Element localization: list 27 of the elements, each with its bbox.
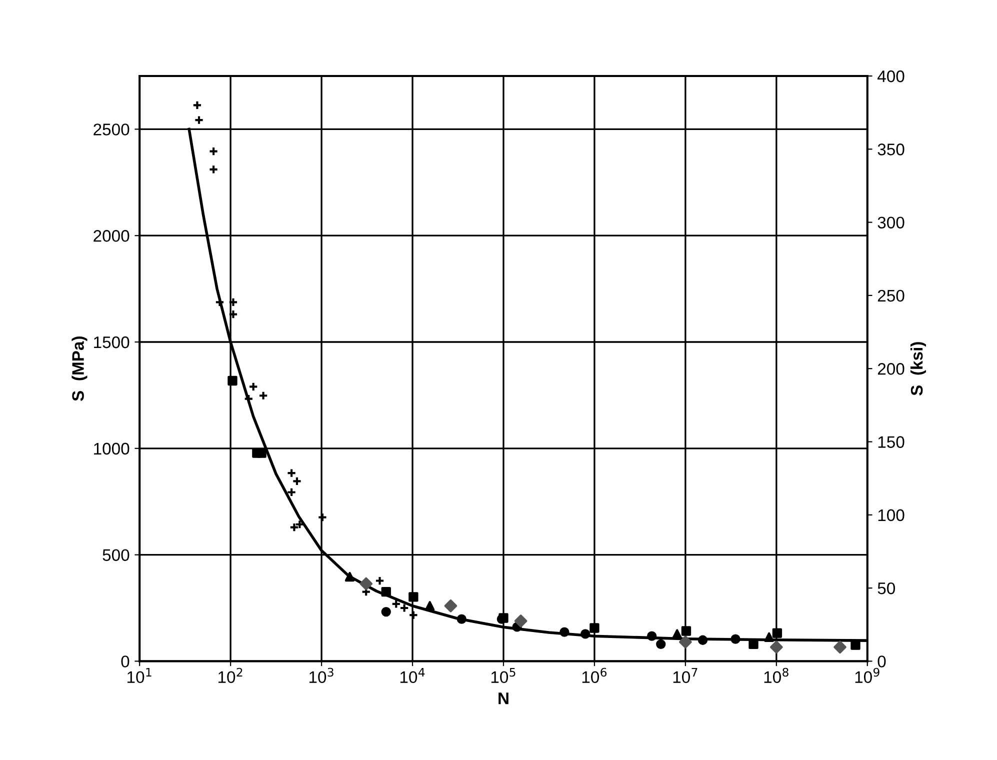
y-axis-title: S (MPa) xyxy=(72,336,88,401)
y2-tick-label: 250 xyxy=(878,290,904,302)
y2-tick-label: 200 xyxy=(878,363,904,375)
y-tick-label: 1000 xyxy=(94,442,130,455)
x-axis-title: N xyxy=(498,692,508,704)
x-tick-label: 10$^{4}$ xyxy=(400,668,425,684)
y-tick-label: 1500 xyxy=(94,336,130,348)
x-tick-label: 10$^{5}$ xyxy=(491,668,516,684)
x-tick-label: 10$^{7}$ xyxy=(673,668,698,684)
y-tick-label: 0 xyxy=(121,656,130,668)
x-tick-label: 10$^{8}$ xyxy=(764,668,788,684)
y2-tick-label: 350 xyxy=(878,144,904,156)
x-tick-label: 10$^{2}$ xyxy=(218,668,242,684)
y2-tick-label: 100 xyxy=(878,509,904,522)
y2-tick-label: 50 xyxy=(878,582,895,594)
x-tick-label: 10$^{9}$ xyxy=(855,668,880,684)
y-tick-label: 2000 xyxy=(94,230,130,242)
y2-axis-title: S (ksi) xyxy=(910,342,926,396)
x-tick-label: 10$^{6}$ xyxy=(582,668,607,684)
y-tick-label: 2500 xyxy=(94,124,130,136)
y2-tick-label: 0 xyxy=(878,656,886,668)
y2-tick-label: 300 xyxy=(878,216,904,229)
x-tick-label: 10$^{1}$ xyxy=(128,668,152,684)
y2-tick-label: 150 xyxy=(878,436,904,448)
x-tick-label: 10$^{3}$ xyxy=(309,668,334,684)
y-tick-label: 500 xyxy=(102,549,130,562)
y2-tick-label: 400 xyxy=(877,70,904,82)
